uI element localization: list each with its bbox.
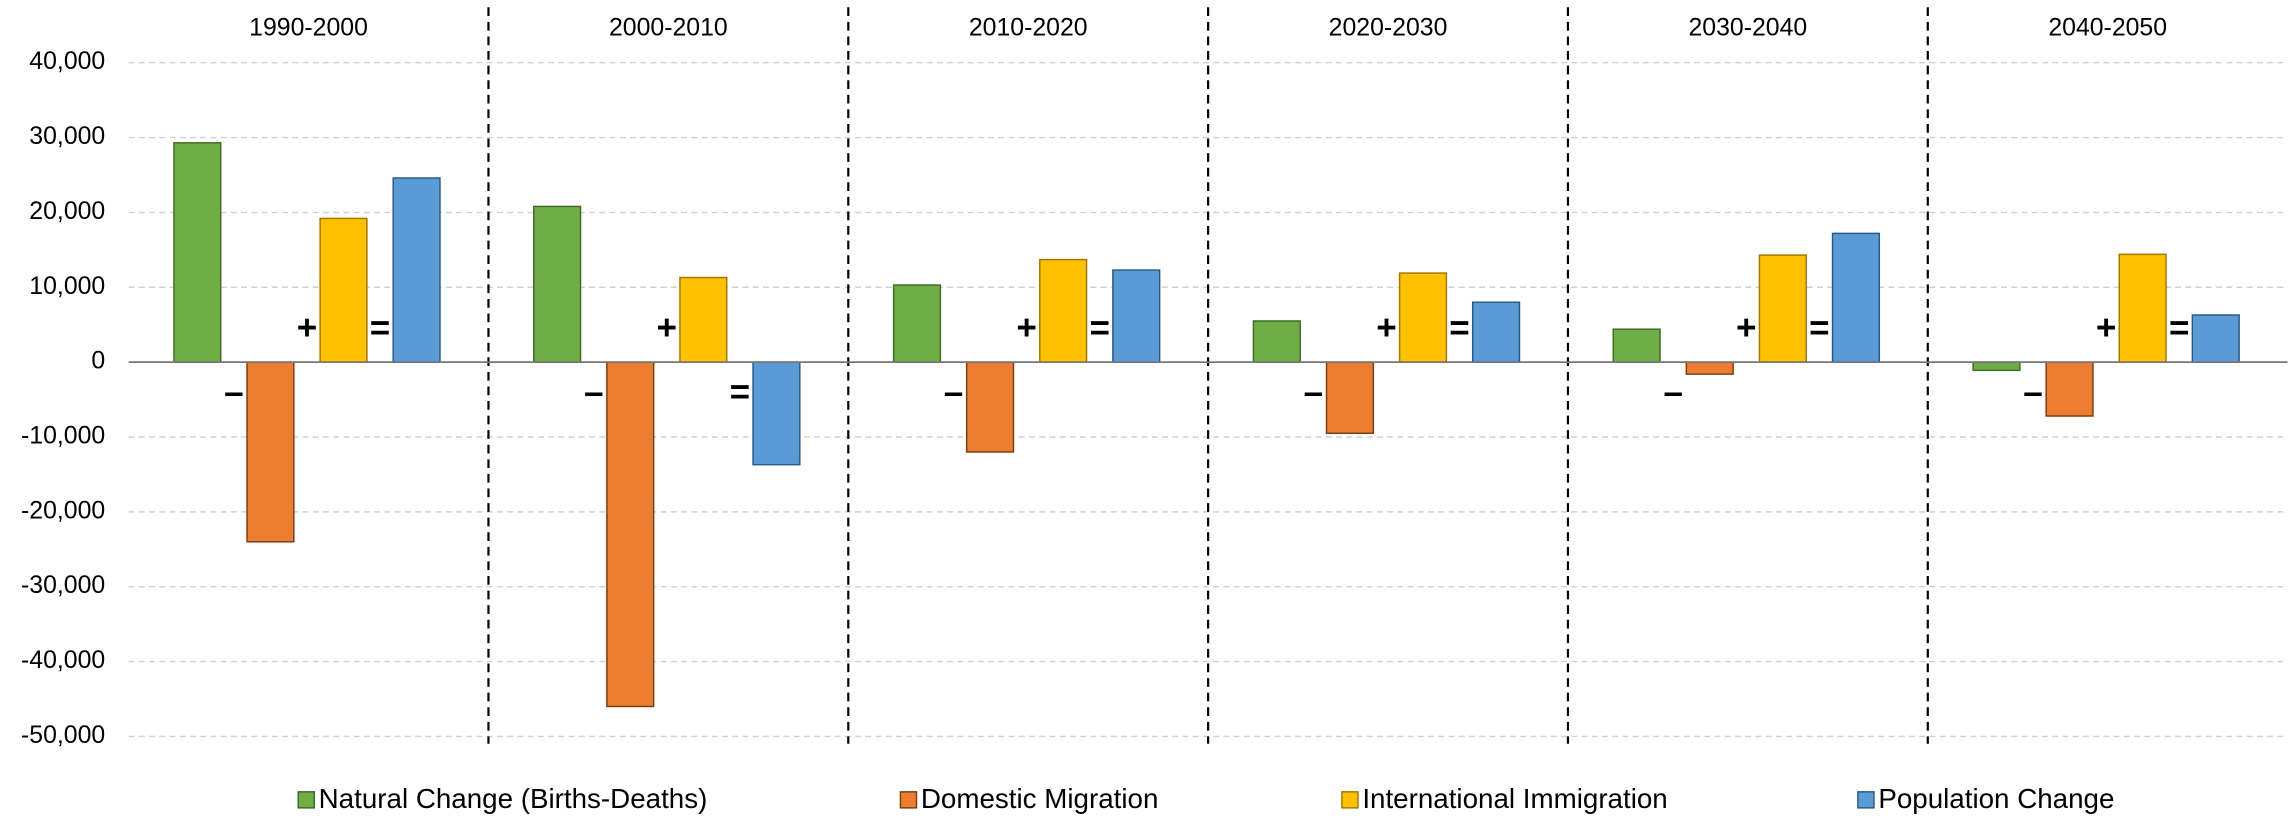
operator-symbol: – xyxy=(584,372,604,411)
y-tick-label: 20,000 xyxy=(29,198,105,225)
y-tick-label: -50,000 xyxy=(21,722,105,749)
operator-symbol: = xyxy=(370,308,390,347)
operator-symbol: + xyxy=(1736,308,1756,347)
operator-symbol: + xyxy=(2096,308,2116,347)
operator-symbol: + xyxy=(1376,308,1396,347)
operator-symbol: = xyxy=(730,372,750,411)
legend-swatch xyxy=(1857,791,1875,809)
bar xyxy=(965,361,1015,453)
operator-symbol: – xyxy=(944,372,964,411)
y-tick-label: 0 xyxy=(91,348,105,375)
legend-swatch xyxy=(1341,791,1359,809)
bar xyxy=(2045,361,2094,417)
bar xyxy=(1471,301,1521,363)
legend-swatch xyxy=(899,791,918,809)
y-tick-label: -20,000 xyxy=(21,497,105,524)
operator-symbol: = xyxy=(1089,308,1109,347)
legend-swatch xyxy=(297,791,316,809)
bar xyxy=(533,205,582,363)
y-tick-label: 40,000 xyxy=(29,48,105,75)
bar xyxy=(1972,361,2021,372)
operator-symbol: – xyxy=(1304,372,1324,411)
y-tick-label: -10,000 xyxy=(21,423,105,450)
bar xyxy=(606,361,655,708)
legend-label: Domestic Migration xyxy=(921,783,1159,814)
operator-symbol: + xyxy=(657,308,677,347)
bar xyxy=(246,361,295,543)
bar xyxy=(1758,254,1807,363)
y-tick-label: -40,000 xyxy=(21,647,105,674)
bar xyxy=(1112,269,1161,363)
category-label: 2010-2020 xyxy=(969,15,1088,42)
bar xyxy=(892,284,942,363)
operator-symbol: = xyxy=(1449,308,1469,347)
bar xyxy=(2118,253,2167,363)
bar xyxy=(1612,328,1661,363)
y-tick-label: 30,000 xyxy=(29,123,105,150)
bar xyxy=(2191,314,2240,363)
y-tick-label: 10,000 xyxy=(29,273,105,300)
category-label: 2030-2040 xyxy=(1689,15,1808,42)
legend-label: Population Change xyxy=(1878,783,2114,814)
bar xyxy=(679,276,728,363)
operator-symbol: = xyxy=(1809,308,1829,347)
bar xyxy=(392,177,441,363)
category-label: 1990-2000 xyxy=(249,15,368,42)
operator-symbol: – xyxy=(1663,372,1683,411)
bar xyxy=(1831,232,1881,363)
bar xyxy=(173,142,222,363)
legend-label: Natural Change (Births-Deaths) xyxy=(319,783,708,814)
operator-symbol: + xyxy=(1016,308,1036,347)
bar xyxy=(1398,272,1448,363)
bar xyxy=(1685,361,1734,375)
category-label: 2000-2010 xyxy=(609,15,728,42)
bar xyxy=(319,217,368,363)
operator-symbol: + xyxy=(297,308,317,347)
category-label: 2020-2030 xyxy=(1329,15,1448,42)
operator-symbol: = xyxy=(2169,308,2189,347)
y-tick-label: -30,000 xyxy=(21,572,105,599)
operator-symbol: – xyxy=(224,372,244,411)
operator-symbol: – xyxy=(2023,372,2043,411)
legend-label: International Immigration xyxy=(1362,783,1667,814)
bar xyxy=(1252,320,1301,363)
bar xyxy=(1039,258,1088,363)
bar xyxy=(1325,361,1375,434)
bar xyxy=(752,361,801,466)
category-label: 2040-2050 xyxy=(2048,15,2167,42)
